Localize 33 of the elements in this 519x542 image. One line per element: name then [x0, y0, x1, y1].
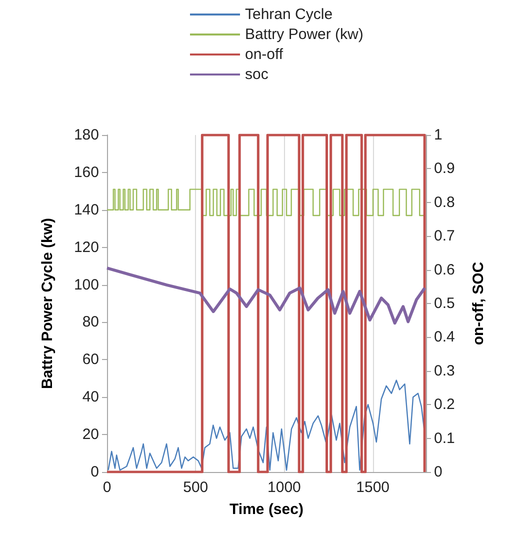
x-tick-label: 1500: [356, 479, 390, 496]
y2-axis-title: on-off, SOC: [470, 262, 487, 346]
y-tick-label: 160: [74, 164, 99, 181]
y2-tick-label: 0.2: [434, 396, 455, 414]
y2-tick-label: 0.5: [434, 295, 455, 312]
y2-tick-label: 0.1: [434, 430, 455, 447]
y-tick-label: 40: [82, 388, 99, 406]
line-series: [106, 266, 426, 325]
x-tick-label: 0: [102, 479, 112, 496]
legend-label: on-off: [245, 46, 284, 63]
y-tick-label: 140: [74, 201, 99, 218]
legend-label: Battry Power (kw): [245, 26, 364, 43]
y2-tick-label: 0.3: [434, 362, 455, 380]
y-tick-label: 80: [82, 314, 99, 331]
y2-tick-label: 1: [434, 126, 442, 144]
y2-tick-label: 0: [434, 464, 442, 480]
legend-label: Tehran Cycle: [245, 6, 333, 23]
y2-tick-label: 0.6: [434, 261, 455, 278]
y2-tick-label: 0.4: [434, 328, 455, 346]
y-tick-label: 100: [74, 276, 99, 294]
y-tick-label: 180: [74, 126, 99, 144]
x-axis-title: Time (sec): [230, 501, 304, 518]
legend-label: soc: [245, 66, 269, 83]
y-axis-title: Battry Power Cycle (kw): [39, 218, 56, 389]
y-tick-label: 20: [82, 426, 99, 444]
y-tick-label: 0: [90, 464, 99, 480]
x-tick-label: 1000: [268, 479, 301, 496]
y2-tick-label: 0.8: [434, 194, 455, 211]
y-tick-label: 60: [82, 351, 99, 368]
x-tick-label: 500: [183, 479, 208, 496]
y-tick-label: 120: [74, 238, 99, 256]
y2-tick-label: 0.9: [434, 160, 455, 178]
y2-tick-label: 0.7: [434, 228, 455, 245]
